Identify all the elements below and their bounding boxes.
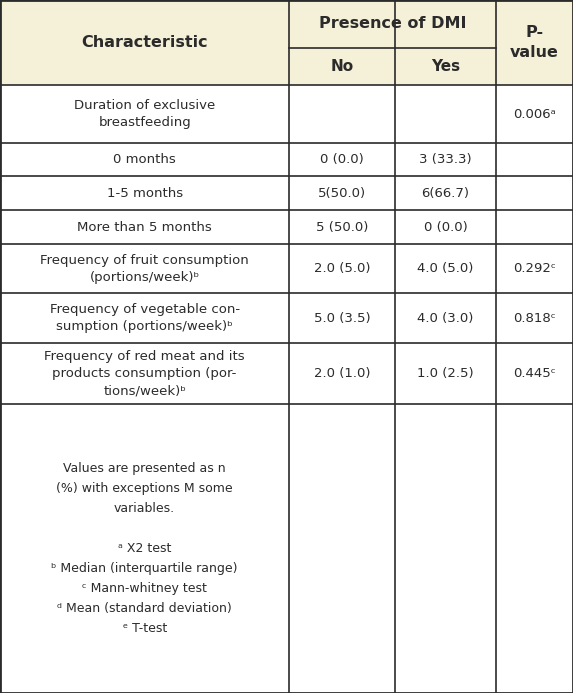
- Bar: [496, 143, 573, 177]
- Text: No: No: [331, 59, 354, 74]
- Bar: [496, 244, 573, 293]
- Bar: [289, 85, 395, 143]
- Bar: [395, 143, 496, 177]
- Bar: [0, 177, 289, 210]
- Text: 0 (0.0): 0 (0.0): [423, 220, 468, 234]
- Text: Presence of DMI: Presence of DMI: [319, 17, 466, 31]
- Text: P-
value: P- value: [510, 25, 559, 60]
- Bar: [289, 244, 395, 293]
- Bar: [0, 293, 289, 343]
- Bar: [0, 143, 289, 177]
- Text: 4.0 (3.0): 4.0 (3.0): [417, 312, 474, 325]
- Bar: [496, 405, 573, 693]
- Bar: [496, 343, 573, 405]
- Bar: [289, 177, 395, 210]
- Bar: [289, 293, 395, 343]
- Text: 6(66.7): 6(66.7): [422, 187, 469, 200]
- Text: Frequency of fruit consumption
(portions/week)ᵇ: Frequency of fruit consumption (portions…: [40, 254, 249, 283]
- Bar: [496, 293, 573, 343]
- Text: 2.0 (1.0): 2.0 (1.0): [314, 367, 371, 380]
- Text: 0.006ᵃ: 0.006ᵃ: [513, 107, 556, 121]
- Text: Frequency of red meat and its
products consumption (por-
tions/week)ᵇ: Frequency of red meat and its products c…: [44, 350, 245, 397]
- Text: 1-5 months: 1-5 months: [107, 187, 183, 200]
- Bar: [289, 210, 395, 244]
- Bar: [395, 244, 496, 293]
- Text: 4.0 (5.0): 4.0 (5.0): [417, 262, 474, 275]
- Bar: [0, 85, 289, 143]
- Bar: [496, 210, 573, 244]
- Bar: [0, 0, 289, 85]
- Text: 0 (0.0): 0 (0.0): [320, 153, 364, 166]
- Bar: [395, 85, 496, 143]
- Text: Values are presented as n
(%) with exceptions M some
variables.

ᵃ X2 test
ᵇ Med: Values are presented as n (%) with excep…: [52, 462, 238, 635]
- Text: 5(50.0): 5(50.0): [319, 187, 366, 200]
- Text: Characteristic: Characteristic: [81, 35, 208, 50]
- Text: Duration of exclusive
breastfeeding: Duration of exclusive breastfeeding: [74, 99, 215, 129]
- Bar: [395, 293, 496, 343]
- Text: Yes: Yes: [431, 59, 460, 74]
- Text: 0.818ᶜ: 0.818ᶜ: [513, 312, 556, 325]
- Text: 0.445ᶜ: 0.445ᶜ: [513, 367, 556, 380]
- Bar: [0, 210, 289, 244]
- Text: 5 (50.0): 5 (50.0): [316, 220, 368, 234]
- Bar: [496, 177, 573, 210]
- Bar: [395, 210, 496, 244]
- Bar: [395, 177, 496, 210]
- Text: 3 (33.3): 3 (33.3): [419, 153, 472, 166]
- Bar: [395, 405, 496, 693]
- Bar: [0, 405, 289, 693]
- Text: 0.292ᶜ: 0.292ᶜ: [513, 262, 556, 275]
- Text: 1.0 (2.5): 1.0 (2.5): [417, 367, 474, 380]
- Bar: [289, 405, 395, 693]
- Bar: [496, 0, 573, 85]
- Text: More than 5 months: More than 5 months: [77, 220, 212, 234]
- Bar: [395, 48, 496, 85]
- Text: 5.0 (3.5): 5.0 (3.5): [314, 312, 371, 325]
- Bar: [395, 343, 496, 405]
- Text: 0 months: 0 months: [113, 153, 176, 166]
- Bar: [289, 0, 496, 48]
- Bar: [0, 343, 289, 405]
- Text: Frequency of vegetable con-
sumption (portions/week)ᵇ: Frequency of vegetable con- sumption (po…: [50, 304, 240, 333]
- Bar: [289, 48, 395, 85]
- Text: 2.0 (5.0): 2.0 (5.0): [314, 262, 371, 275]
- Bar: [496, 85, 573, 143]
- Bar: [289, 143, 395, 177]
- Bar: [289, 343, 395, 405]
- Bar: [0, 244, 289, 293]
